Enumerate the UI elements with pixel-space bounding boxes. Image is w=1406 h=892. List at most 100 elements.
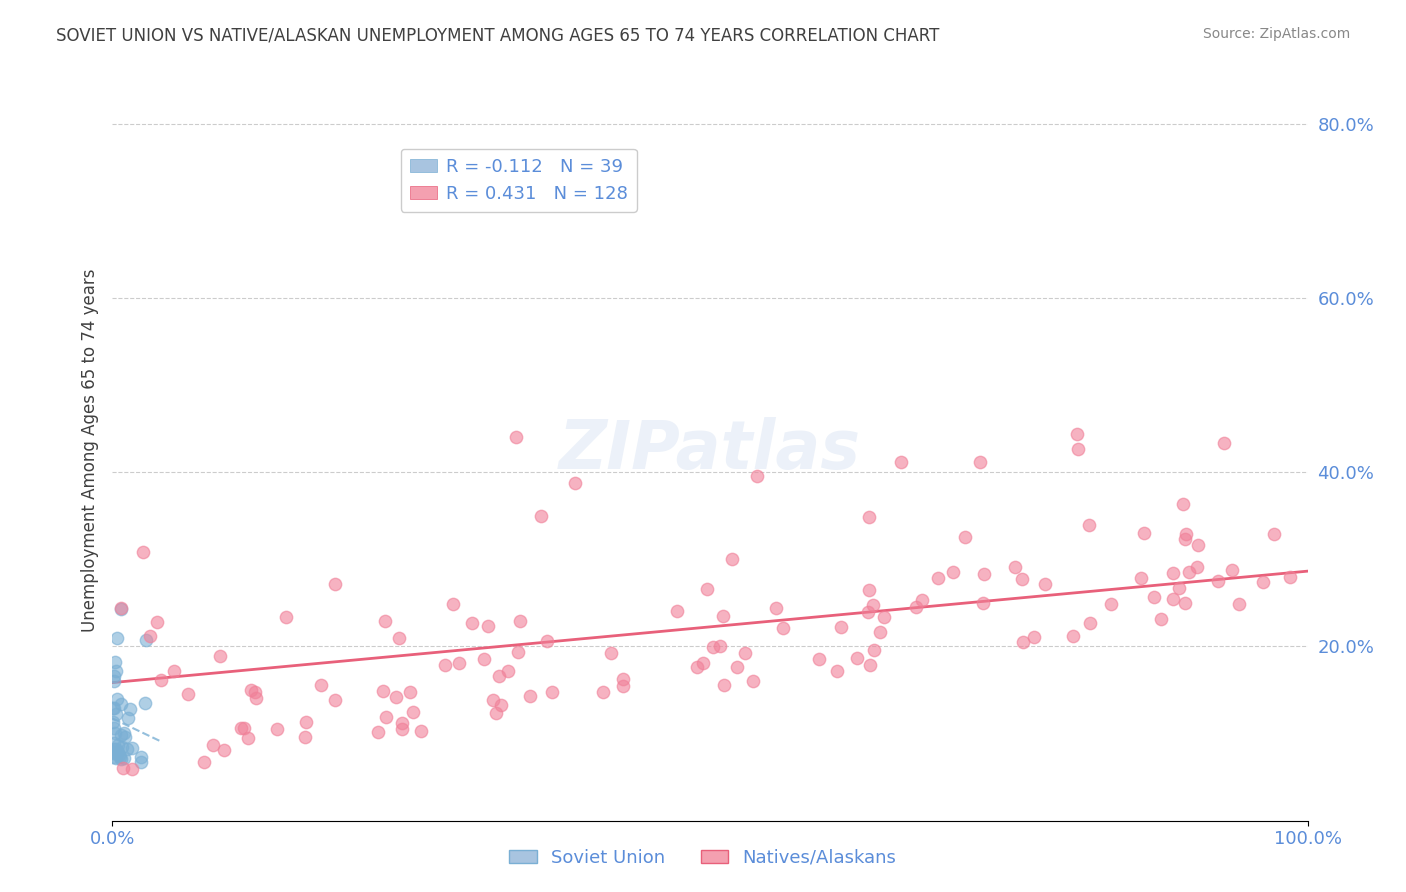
Point xyxy=(105,691,128,706)
Point xyxy=(846,650,869,665)
Point xyxy=(612,673,634,687)
Point xyxy=(110,728,132,742)
Point xyxy=(103,674,125,689)
Point xyxy=(110,601,132,615)
Point xyxy=(112,726,135,740)
Point xyxy=(202,738,225,752)
Point xyxy=(519,690,541,704)
Point xyxy=(101,750,124,764)
Point xyxy=(110,739,132,754)
Point xyxy=(374,710,396,724)
Point xyxy=(104,664,127,678)
Point xyxy=(772,621,794,635)
Point xyxy=(129,750,152,764)
Point xyxy=(1143,590,1166,604)
Point xyxy=(481,693,503,707)
Point xyxy=(177,687,200,701)
Point xyxy=(294,715,316,730)
Point xyxy=(114,730,136,744)
Point xyxy=(391,722,413,736)
Point xyxy=(1185,559,1208,574)
Point xyxy=(713,678,735,692)
Text: ZIPatlas: ZIPatlas xyxy=(560,417,860,483)
Point xyxy=(409,723,432,738)
Point xyxy=(103,736,125,750)
Point xyxy=(1251,575,1274,590)
Point xyxy=(441,598,464,612)
Point xyxy=(209,648,232,663)
Point xyxy=(1279,569,1302,583)
Point xyxy=(536,634,558,648)
Point xyxy=(911,592,934,607)
Point xyxy=(163,664,186,678)
Point xyxy=(1212,436,1234,450)
Point xyxy=(101,745,124,759)
Point xyxy=(869,625,891,640)
Point xyxy=(858,509,880,524)
Point xyxy=(1161,566,1184,581)
Point xyxy=(1220,563,1243,577)
Point xyxy=(103,701,125,715)
Point xyxy=(121,741,143,756)
Legend: Soviet Union, Natives/Alaskans: Soviet Union, Natives/Alaskans xyxy=(502,842,904,874)
Point xyxy=(103,721,125,735)
Legend: R = -0.112   N = 39, R = 0.431   N = 128: R = -0.112 N = 39, R = 0.431 N = 128 xyxy=(401,149,637,211)
Point xyxy=(236,731,259,745)
Point xyxy=(193,755,215,769)
Point xyxy=(374,614,396,628)
Point xyxy=(505,430,527,444)
Point xyxy=(434,657,457,672)
Point xyxy=(472,651,495,665)
Point xyxy=(1066,427,1088,442)
Point xyxy=(600,646,623,660)
Point xyxy=(509,614,531,628)
Point xyxy=(709,639,731,653)
Point xyxy=(725,660,748,674)
Point xyxy=(233,721,256,735)
Point xyxy=(325,577,347,591)
Point xyxy=(1133,526,1156,541)
Point xyxy=(942,566,965,580)
Point xyxy=(1062,629,1084,643)
Point xyxy=(104,725,127,739)
Point xyxy=(112,751,135,765)
Point xyxy=(367,725,389,739)
Point xyxy=(402,705,425,719)
Point xyxy=(541,685,564,699)
Point xyxy=(239,683,262,698)
Point xyxy=(489,698,512,712)
Point xyxy=(110,752,132,766)
Point xyxy=(145,615,167,629)
Point xyxy=(825,664,848,678)
Point xyxy=(1011,635,1033,649)
Point xyxy=(399,685,422,699)
Point xyxy=(1150,612,1173,626)
Point xyxy=(135,633,157,648)
Point xyxy=(461,616,484,631)
Point xyxy=(1263,527,1285,541)
Point xyxy=(1161,591,1184,606)
Point xyxy=(745,468,768,483)
Point xyxy=(101,746,124,760)
Point xyxy=(105,631,128,645)
Text: Source: ZipAtlas.com: Source: ZipAtlas.com xyxy=(1202,27,1350,41)
Point xyxy=(765,600,787,615)
Point xyxy=(212,743,235,757)
Point xyxy=(274,610,297,624)
Point xyxy=(139,629,162,643)
Point xyxy=(972,595,994,609)
Point xyxy=(686,659,709,673)
Point xyxy=(115,742,138,756)
Point xyxy=(150,673,173,688)
Point xyxy=(107,746,129,760)
Point xyxy=(104,655,127,669)
Point xyxy=(1206,574,1229,588)
Point xyxy=(104,742,127,756)
Point xyxy=(103,742,125,756)
Point xyxy=(477,619,499,633)
Point xyxy=(927,571,949,585)
Point xyxy=(388,632,411,646)
Point xyxy=(1177,565,1199,579)
Point xyxy=(103,701,125,715)
Point xyxy=(309,678,332,692)
